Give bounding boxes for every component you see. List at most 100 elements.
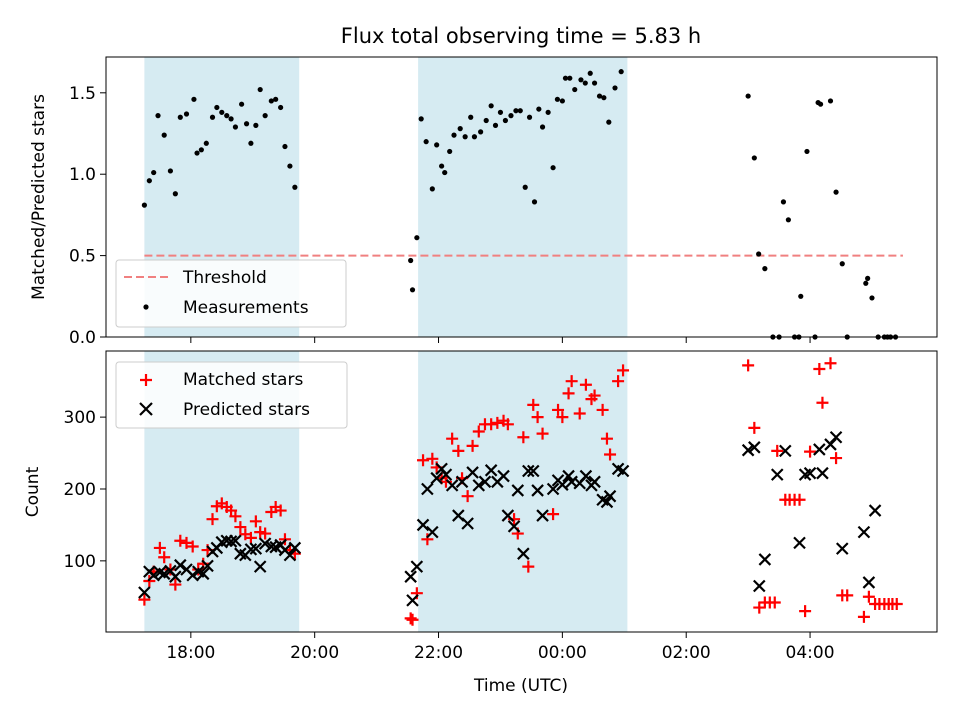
measurement-point	[161, 132, 167, 138]
matched-star-point	[234, 521, 247, 534]
matched-star-point	[186, 540, 199, 553]
matched-star-point	[404, 612, 417, 625]
matched-star-point	[556, 411, 569, 424]
matched-star-point	[274, 504, 287, 517]
measurement-point	[526, 114, 533, 120]
predicted-star-point	[169, 570, 182, 583]
measurement-point	[478, 129, 484, 135]
predicted-star-point	[758, 553, 772, 566]
predicted-star-point	[244, 543, 258, 556]
matched-star-point	[813, 362, 826, 375]
matched-star-point	[522, 560, 535, 573]
measurement-point	[408, 257, 414, 264]
bottom-x-axis: 18:00 20:00 22:00 00:00 02:00 04:00	[166, 632, 835, 663]
matched-star-point	[259, 527, 272, 540]
measurement-point	[804, 148, 810, 155]
measurement-point	[762, 266, 768, 272]
matched-star-point	[596, 403, 609, 416]
y-tick-label: 200	[64, 480, 96, 500]
top-legend-box	[115, 259, 347, 328]
y-tick-label: 0.5	[69, 247, 96, 267]
bottom-y-axis-label: Count	[23, 466, 43, 517]
measurement-point	[567, 75, 573, 81]
measurement-point	[578, 77, 584, 83]
measurement-point	[483, 117, 489, 124]
matched-star-point	[249, 515, 262, 528]
measurement-point	[273, 96, 279, 102]
measurement-point	[447, 148, 453, 155]
predicted-star-point	[478, 475, 492, 489]
predicted-star-point	[472, 479, 486, 492]
top-x-ticks	[190, 337, 811, 343]
matched-star-point	[862, 590, 875, 603]
measurement-point	[232, 124, 239, 130]
measurement-point	[194, 150, 200, 156]
predicted-star-point	[174, 558, 187, 572]
matched-star-point	[816, 396, 829, 409]
predicted-star-point	[748, 441, 761, 454]
predicted-star-point	[857, 525, 871, 539]
predicted-star-point	[779, 444, 792, 458]
matched-star-point	[588, 389, 601, 402]
measurement-point	[462, 134, 468, 140]
measurement-point	[751, 155, 757, 161]
matched-star-point	[573, 407, 586, 420]
predicted-star-point	[835, 542, 849, 555]
predicted-star-point	[793, 536, 806, 550]
x-tick-label: 22:00	[414, 643, 463, 663]
predicted-star-point	[546, 482, 560, 496]
measurement-point	[257, 86, 263, 93]
measurements-points	[141, 69, 899, 340]
measurement-point	[572, 86, 578, 93]
predicted-star-point	[616, 464, 630, 478]
predicted-star-point	[416, 518, 430, 532]
matched-star-point	[527, 398, 540, 411]
matched-star-point	[153, 541, 166, 554]
measurement-point	[502, 117, 509, 124]
matched-star-point	[547, 508, 560, 521]
matched-star-point	[742, 359, 755, 372]
matched-star-point	[830, 452, 843, 465]
measurement-point	[243, 121, 250, 127]
predicted-stars-points	[138, 430, 882, 607]
y-tick-label: 100	[64, 552, 96, 572]
measurement-point	[292, 184, 298, 190]
matched-star-point	[565, 375, 578, 388]
measurement-point	[817, 101, 824, 107]
predicted-star-point	[157, 567, 171, 581]
x-axis-label: Time (UTC)	[473, 676, 568, 696]
predicted-star-point	[511, 484, 525, 497]
measurement-point	[833, 189, 839, 195]
y-tick-label: 1.0	[69, 165, 96, 185]
measurement-point	[865, 275, 871, 281]
predicted-star-point	[531, 484, 544, 497]
measurement-point	[191, 96, 197, 102]
predicted-star-point	[556, 478, 569, 491]
predicted-star-point	[147, 568, 160, 582]
predicted-star-point	[224, 535, 238, 548]
measurement-point	[439, 163, 445, 169]
matched-star-point	[748, 421, 761, 434]
matched-star-point	[466, 439, 479, 452]
predicted-star-point	[507, 520, 521, 533]
measurement-point	[591, 80, 598, 86]
predicted-star-point	[153, 566, 167, 579]
matched-star-point	[579, 378, 592, 391]
x-tick-label: 20:00	[290, 643, 339, 663]
measurement-point	[429, 186, 435, 192]
bottom-legend: Matched stars Predicted stars	[115, 361, 348, 429]
measurement-point	[282, 143, 288, 150]
measurement-point	[780, 199, 787, 205]
measurement-point	[214, 104, 220, 111]
predicted-star-point	[404, 570, 417, 583]
matched-star-point	[552, 403, 565, 416]
predicted-star-point	[753, 579, 766, 593]
measurement-point	[146, 178, 152, 184]
matched-star-point	[768, 596, 781, 609]
predicted-star-point	[603, 489, 617, 503]
measurement-point	[497, 109, 504, 115]
measurement-point	[582, 80, 588, 86]
matched-star-point	[206, 513, 219, 526]
measurement-point	[522, 184, 528, 190]
